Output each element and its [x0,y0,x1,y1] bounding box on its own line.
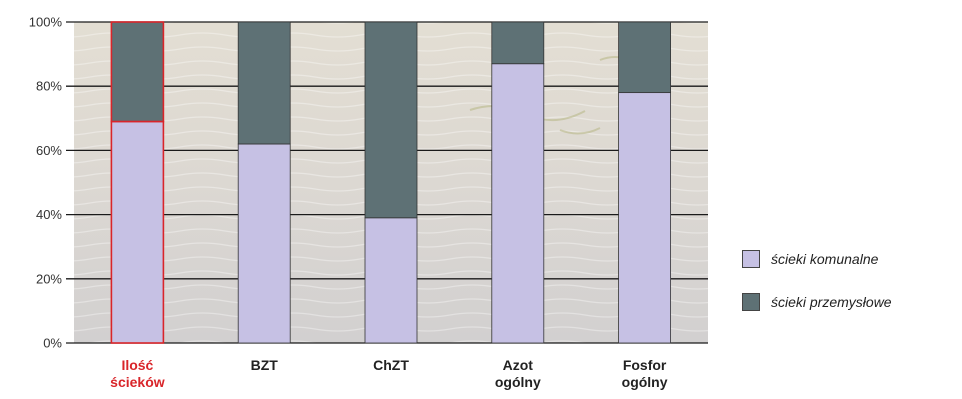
bar-segment-communal [237,143,291,344]
legend-item-communal: ścieki komunalne [742,248,892,270]
bar-segment-communal [618,92,671,344]
x-category-label: ogólny [495,374,541,390]
legend-label: ścieki komunalne [771,251,879,267]
legend: ścieki komunalne ścieki przemysłowe [742,248,892,334]
bar-segment-communal [491,63,545,344]
y-tick-label: 80% [36,79,62,94]
bar-segment-industrial [237,21,291,145]
y-tick-label: 60% [36,143,62,158]
bar-segment-communal [364,217,418,344]
legend-swatch [742,293,760,311]
legend-item-industrial: ścieki przemysłowe [742,291,892,313]
y-axis-ticks: 0% 20% 40% 60% 80% 100% [29,15,63,351]
bar-segment-industrial [491,21,545,65]
y-tick-label: 0% [43,336,62,351]
legend-swatch [742,250,760,268]
bar-segment-industrial [618,21,671,94]
bar-segment-industrial [364,21,418,219]
y-tick-label: 20% [36,271,62,286]
bar-segment-communal [110,120,165,344]
x-category-label: ścieków [110,374,165,390]
x-category-label: BZT [251,357,279,373]
legend-label: ścieki przemysłowe [771,294,892,310]
x-category-label: Fosfor [623,357,667,373]
x-category-label: Ilość [121,357,153,373]
x-category-label: Azot [503,357,534,373]
bar-segment-industrial [110,21,165,123]
y-tick-label: 100% [29,15,63,30]
x-category-label: ogólny [622,374,668,390]
x-category-label: ChZT [373,357,409,373]
bars [110,21,671,344]
y-tick-label: 40% [36,207,62,222]
